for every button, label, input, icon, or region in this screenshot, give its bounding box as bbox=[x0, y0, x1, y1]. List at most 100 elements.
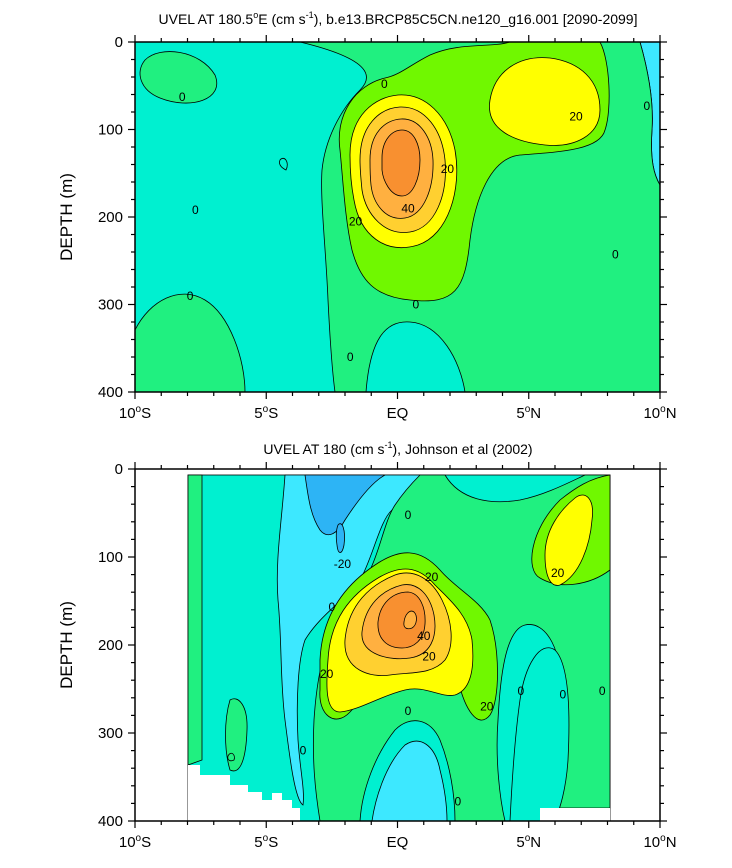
contour-label: 20 bbox=[551, 566, 565, 580]
x-tick-hemisphere: S bbox=[268, 405, 278, 422]
panel-top-title-degree: o bbox=[253, 10, 258, 20]
y-tick-label: 300 bbox=[98, 725, 123, 742]
panel-bottom-title-prefix: UVEL AT 180 (cm s bbox=[263, 441, 384, 457]
contour-label: 0 bbox=[518, 684, 525, 698]
x-tick-hemisphere: S bbox=[268, 834, 278, 851]
panel-bottom-title-exp: -1 bbox=[385, 440, 393, 450]
contour-label: 0 bbox=[329, 600, 336, 614]
x-tick-number: 5 bbox=[516, 405, 524, 422]
contour-label: 0 bbox=[300, 744, 307, 758]
contour-label: 20 bbox=[422, 649, 436, 663]
x-tick-number: 5 bbox=[516, 834, 524, 851]
contour-label: 0 bbox=[413, 298, 420, 312]
panel-top-tick-marks bbox=[128, 35, 667, 399]
x-tick-label: 5oN bbox=[516, 833, 541, 851]
contour-label: 0 bbox=[187, 289, 194, 303]
contour-label: 0 bbox=[599, 684, 606, 698]
x-tick-degree: o bbox=[525, 404, 531, 415]
fill-band-10-20 bbox=[135, 293, 246, 392]
x-tick-number: 10 bbox=[643, 834, 660, 851]
contour-label: 0 bbox=[560, 687, 567, 701]
panel-bottom-y-tick-labels: 0 100 200 300 400 bbox=[98, 461, 123, 830]
no-data-mask bbox=[188, 765, 300, 821]
fill-band-10-20 bbox=[187, 474, 203, 766]
contour-label: 0 bbox=[405, 704, 412, 718]
panel-bottom-contour-labels: -20 0 20 20 0 40 20 20 0 20 0 0 0 0 0 bbox=[300, 508, 606, 809]
contour-label: 0 bbox=[612, 248, 619, 262]
panel-bottom-title: UVEL AT 180 (cm s-1), Johnson et al (200… bbox=[263, 440, 532, 457]
x-tick-degree: o bbox=[263, 404, 269, 415]
x-tick-number: 10 bbox=[119, 834, 136, 851]
contour-label: 0 bbox=[405, 508, 412, 522]
contour-label: 20 bbox=[569, 109, 583, 123]
contour-label: 0 bbox=[179, 90, 186, 104]
y-tick-label: 0 bbox=[115, 34, 123, 51]
x-tick-label: EQ bbox=[387, 405, 409, 422]
x-tick-label: EQ bbox=[387, 834, 409, 851]
panel-top-title-mid: E (cm s bbox=[258, 11, 305, 27]
y-tick-label: 100 bbox=[98, 549, 123, 566]
x-tick-label: 5oS bbox=[254, 833, 278, 851]
panel-top-contour-labels: 0 0 0 20 20 40 20 0 0 0 0 0 bbox=[179, 77, 651, 364]
panel-bottom-x-tick-labels: 10oS 5oS EQ 5oN 10oN bbox=[119, 833, 677, 851]
x-tick-degree: o bbox=[660, 833, 666, 844]
contour-line-local-max bbox=[227, 752, 235, 762]
fill-band-lt-minus20 bbox=[304, 474, 386, 536]
x-tick-label: 10oN bbox=[643, 833, 676, 851]
x-tick-number: 5 bbox=[254, 834, 262, 851]
fill-band-0-10 bbox=[365, 321, 466, 392]
x-tick-degree: o bbox=[136, 404, 142, 415]
fill-band-0-10 bbox=[509, 647, 570, 821]
x-tick-number: 10 bbox=[643, 405, 660, 422]
panel-bottom-contour-fill bbox=[187, 474, 611, 821]
contour-label: 40 bbox=[417, 629, 431, 643]
x-tick-hemisphere: N bbox=[530, 834, 541, 851]
x-tick-hemisphere: S bbox=[141, 405, 151, 422]
contour-label: 0 bbox=[381, 77, 388, 91]
fill-band-lt-minus20 bbox=[335, 523, 345, 553]
panel-top-title-suffix: ), b.e13.BRCP85C5CN.ne120_g16.001 [2090-… bbox=[314, 11, 638, 27]
x-tick-number: 10 bbox=[119, 405, 136, 422]
x-tick-label: 10oS bbox=[119, 404, 151, 422]
panel-top-contour-fill bbox=[135, 42, 660, 392]
x-tick-number: EQ bbox=[387, 405, 409, 422]
x-tick-number: 5 bbox=[254, 405, 262, 422]
fill-band-50-60 bbox=[403, 610, 417, 630]
contour-label: 20 bbox=[480, 700, 494, 714]
y-tick-label: 0 bbox=[115, 461, 123, 478]
x-tick-degree: o bbox=[525, 833, 531, 844]
fill-band-gt-60 bbox=[377, 591, 426, 649]
panel-bottom-y-axis-label: DEPTH (m) bbox=[57, 601, 76, 689]
panel-top-y-tick-labels: 0 100 200 300 400 bbox=[98, 34, 123, 401]
x-tick-label: 5oS bbox=[254, 404, 278, 422]
panel-top-y-axis-label: DEPTH (m) bbox=[57, 173, 76, 261]
x-tick-label: 10oS bbox=[119, 833, 151, 851]
fill-band-gt-60 bbox=[381, 129, 421, 197]
x-tick-number: EQ bbox=[387, 834, 409, 851]
panel-top-title: UVEL AT 180.5oE (cm s-1), b.e13.BRCP85C5… bbox=[159, 10, 638, 27]
contour-label: 20 bbox=[349, 214, 363, 228]
y-tick-label: 200 bbox=[98, 209, 123, 226]
panel-bottom-tick-marks bbox=[128, 462, 667, 828]
y-tick-label: 400 bbox=[98, 813, 123, 830]
fill-band-10-20 bbox=[139, 51, 218, 104]
contour-label: 20 bbox=[320, 667, 334, 681]
x-tick-degree: o bbox=[263, 833, 269, 844]
y-tick-label: 300 bbox=[98, 297, 123, 314]
x-tick-hemisphere: S bbox=[141, 834, 151, 851]
contour-label: -20 bbox=[334, 557, 352, 571]
contour-label: 0 bbox=[347, 350, 354, 364]
panel-top-title-exp: -1 bbox=[306, 10, 314, 20]
fill-band-neg-0 bbox=[371, 740, 448, 821]
x-tick-hemisphere: N bbox=[530, 405, 541, 422]
panel-top-x-tick-labels: 10oS 5oS EQ 5oN 10oN bbox=[119, 404, 677, 422]
x-tick-hemisphere: N bbox=[666, 405, 677, 422]
x-tick-label: 5oN bbox=[516, 404, 541, 422]
x-tick-label: 10oN bbox=[643, 404, 676, 422]
fill-band-30-40 bbox=[544, 494, 593, 586]
y-tick-label: 400 bbox=[98, 384, 123, 401]
contour-label: 0 bbox=[644, 99, 651, 113]
